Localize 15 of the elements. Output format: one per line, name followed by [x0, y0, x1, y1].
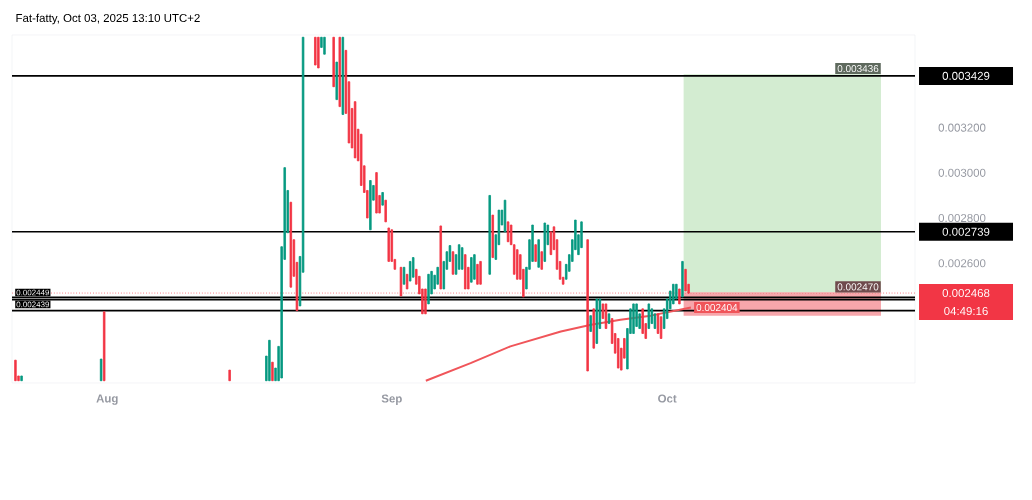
data-label: 0.002470: [837, 283, 879, 291]
text: 04:49:16: [944, 306, 988, 316]
x-tick-label: Sep: [381, 394, 402, 405]
y-tick-label: 0.003200: [938, 123, 986, 132]
x-tick-label: Oct: [658, 394, 677, 403]
data-label: 0.002404: [696, 303, 738, 312]
ref-line-label: 0.002468: [942, 288, 990, 298]
ref-line-label: 0.002739: [942, 227, 990, 236]
x-tick-label: Aug: [96, 394, 118, 405]
chart-title: Fat-fatty, Oct 03, 2025 13:10 UTC+2: [16, 13, 200, 25]
annotation: 0.003436: [837, 65, 879, 73]
ref-line-label: 0.003429: [942, 71, 990, 80]
y-tick-label: 0.002800: [938, 213, 986, 223]
y-tick-label: 0.002600: [938, 259, 986, 268]
y-tick-label: 0.003000: [938, 168, 986, 177]
